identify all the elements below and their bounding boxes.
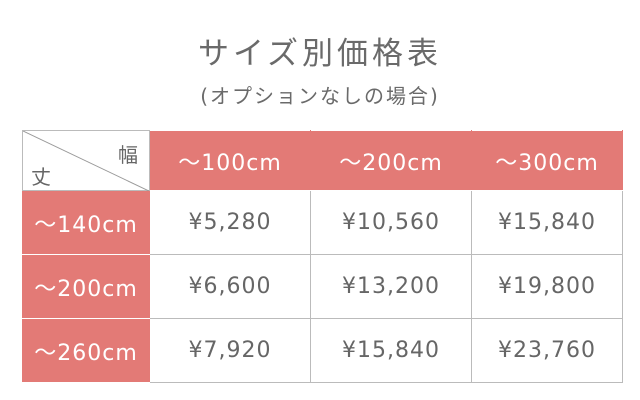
- table-row: ～140cm ¥5,280 ¥10,560 ¥15,840: [22, 190, 623, 255]
- price-cell: ¥15,840: [310, 318, 472, 383]
- table-row: ～260cm ¥7,920 ¥15,840 ¥23,760: [22, 318, 623, 383]
- corner-cell: 幅 丈: [22, 130, 150, 191]
- price-cell: ¥23,760: [471, 318, 623, 383]
- column-header: ～200cm: [310, 130, 472, 191]
- price-cell: ¥13,200: [310, 254, 472, 319]
- price-cell: ¥19,800: [471, 254, 623, 319]
- width-label: 幅: [118, 143, 139, 167]
- price-cell: ¥7,920: [149, 318, 311, 383]
- length-label: 丈: [31, 165, 52, 189]
- table-row: ～200cm ¥6,600 ¥13,200 ¥19,800: [22, 254, 623, 319]
- page-title: サイズ別価格表: [197, 36, 443, 72]
- price-cell: ¥15,840: [471, 190, 623, 255]
- price-cell: ¥6,600: [149, 254, 311, 319]
- diagonal-divider: [23, 131, 149, 191]
- column-header: ～100cm: [149, 130, 311, 191]
- row-header: ～260cm: [22, 318, 150, 383]
- price-cell: ¥5,280: [149, 190, 311, 255]
- page-subtitle: (オプションなしの場合): [200, 84, 440, 108]
- price-cell: ¥10,560: [310, 190, 472, 255]
- row-header: ～200cm: [22, 254, 150, 319]
- column-header: ～300cm: [471, 130, 623, 191]
- header-row: 幅 丈 ～100cm ～200cm ～300cm: [22, 130, 623, 191]
- row-header: ～140cm: [22, 190, 150, 255]
- price-table: 幅 丈 ～100cm ～200cm ～300cm ～140cm ¥5,280 ¥…: [22, 130, 623, 383]
